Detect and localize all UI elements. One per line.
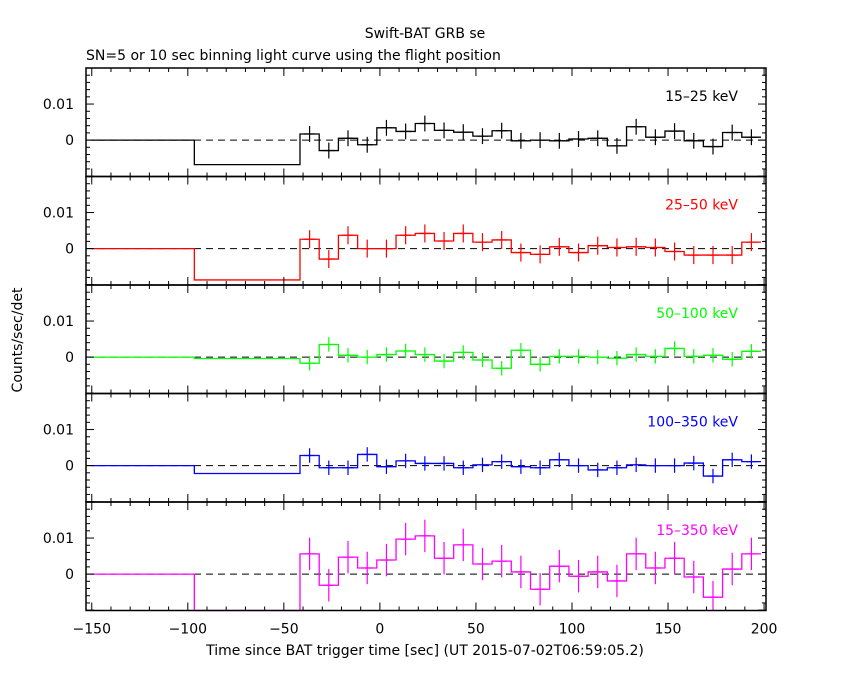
light-curve-step xyxy=(91,453,762,477)
light-curve-step xyxy=(91,122,762,166)
x-tick-label: 200 xyxy=(751,622,778,638)
panel-label: 15–350 keV xyxy=(656,523,738,539)
panel-1: 0.01 0 25–50 keV xyxy=(43,175,767,286)
y-tick-label: 0 xyxy=(65,567,74,583)
x-axis-label: Time since BAT trigger time [sec] (UT 20… xyxy=(205,643,644,659)
y-tick-label: 0 xyxy=(65,459,74,475)
panel-label: 25–50 keV xyxy=(665,198,738,214)
panel-frame xyxy=(85,175,767,286)
x-tick-label: −150 xyxy=(73,622,111,638)
y-tick-label: 0.01 xyxy=(43,97,74,113)
light-curve-step xyxy=(91,535,762,612)
y-tick-label: 0.01 xyxy=(43,314,74,330)
x-tick-label: 0 xyxy=(375,622,384,638)
chart-subtitle: SN=5 or 10 sec binning light curve using… xyxy=(86,48,501,64)
x-tick-label: −100 xyxy=(169,622,207,638)
x-tick-label: 100 xyxy=(559,622,586,638)
panel-frame xyxy=(85,392,767,503)
panel-frame xyxy=(85,67,767,178)
y-tick-label: 0 xyxy=(65,242,74,258)
x-tick-label: 150 xyxy=(655,622,682,638)
panel-3: 0.01 0 100–350 keV xyxy=(43,392,767,503)
panel-label: 15–25 keV xyxy=(665,89,738,105)
y-tick-label: 0.01 xyxy=(43,206,74,222)
panel-label: 50–100 keV xyxy=(656,306,738,322)
panel-4: 0.01 0 15–350 keV xyxy=(43,501,767,612)
panel-label: 100–350 keV xyxy=(647,415,738,431)
panel-frame xyxy=(85,284,767,395)
y-tick-label: 0.01 xyxy=(43,423,74,439)
x-tick-label: 50 xyxy=(467,622,485,638)
chart-title: Swift-BAT GRB se xyxy=(365,26,486,42)
x-tick-label: −50 xyxy=(269,622,299,638)
panel-0: 0.01 0 15–25 keV xyxy=(43,67,767,178)
y-tick-label: 0.01 xyxy=(43,531,74,547)
y-tick-label: 0 xyxy=(65,350,74,366)
light-curve-step xyxy=(91,232,762,281)
panel-frame xyxy=(85,501,767,612)
panel-2: 0.01 0 50–100 keV xyxy=(43,284,767,395)
y-tick-label: 0 xyxy=(65,133,74,149)
y-axis-label: Counts/sec/det xyxy=(10,287,26,392)
